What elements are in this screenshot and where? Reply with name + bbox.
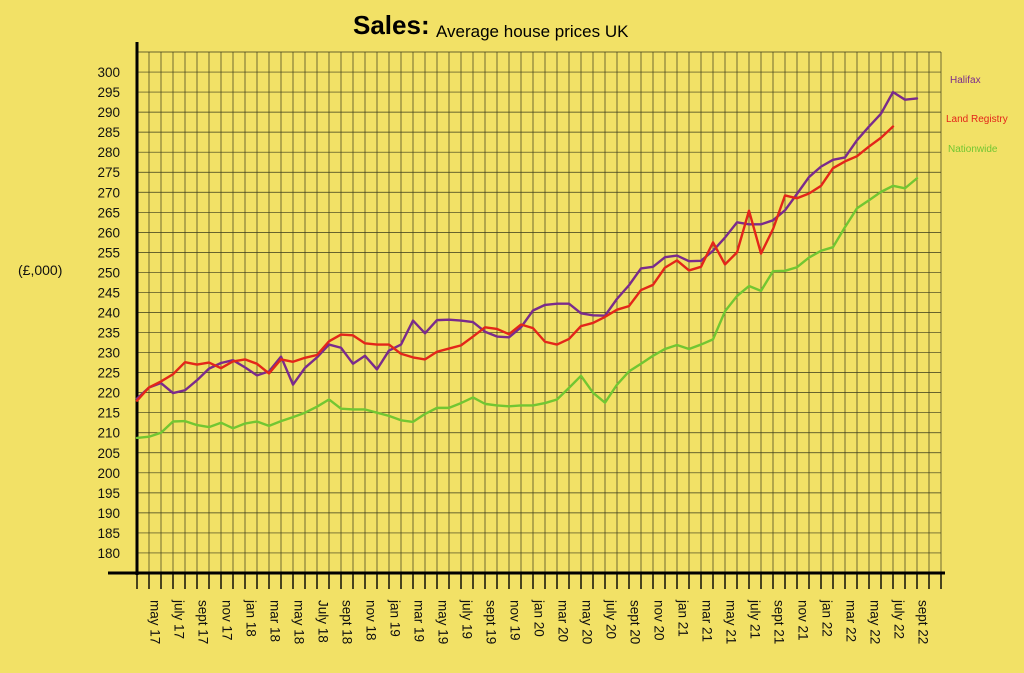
y-tick-label: 225: [97, 366, 120, 381]
y-tick-label: 270: [97, 185, 120, 200]
x-tick-label: nov 17: [219, 600, 234, 641]
y-tick-label: 195: [97, 486, 120, 501]
x-tick-label: mar 19: [411, 600, 426, 642]
y-tick-label: 220: [97, 386, 120, 401]
y-tick-label: 285: [97, 125, 120, 140]
grid: [137, 51, 942, 574]
x-tick-labels: may 17 july 17 sept 17 nov 17 jan 18 mar 18 ma…: [147, 599, 930, 644]
x-tick-label: jan 18: [243, 599, 258, 637]
y-tick-label: 245: [97, 285, 120, 300]
y-tick-label: 200: [97, 466, 120, 481]
y-tick-label: 290: [97, 105, 120, 120]
x-tick-label: sept 20: [627, 600, 642, 644]
y-tick-labels: 180 185 190 195 200 205 210 215 220 225 230 235 240 2…: [97, 65, 120, 561]
y-tick-label: 205: [97, 446, 120, 461]
legend-label-nationwide: Nationwide: [948, 144, 998, 155]
x-tick-label: mar 21: [699, 600, 714, 642]
x-tick-label: mar 22: [843, 600, 858, 642]
x-tick-label: nov 20: [651, 600, 666, 641]
x-tick-label: july 20: [603, 599, 618, 639]
x-tick-label: nov 18: [363, 600, 378, 641]
legend-label-land-registry: Land Registry: [946, 114, 1008, 125]
x-tick-label: nov 21: [795, 600, 810, 641]
x-tick-label: july 17: [171, 599, 186, 639]
y-tick-label: 235: [97, 326, 120, 341]
series-line-land-registry: [135, 125, 895, 402]
chart-subtitle: Average house prices UK: [436, 22, 629, 41]
axes: [108, 42, 945, 589]
x-tick-label: sept 19: [483, 600, 498, 644]
series-lines: [135, 90, 919, 440]
y-tick-label: 295: [97, 85, 120, 100]
x-tick-label: july 22: [891, 599, 906, 639]
y-tick-label: 260: [97, 225, 120, 240]
y-tick-label: 265: [97, 205, 120, 220]
x-tick-label: jan 21: [675, 599, 690, 637]
x-tick-label: may 20: [579, 600, 594, 644]
x-tick-label: July 18: [315, 600, 330, 643]
y-tick-label: 215: [97, 406, 120, 421]
y-axis-label: (£,000): [18, 262, 62, 278]
x-tick-label: may 18: [291, 600, 306, 644]
x-tick-label: jan 20: [531, 599, 546, 637]
x-tick-label: mar 18: [267, 600, 282, 642]
y-tick-label: 255: [97, 245, 120, 260]
x-tick-label: july 19: [459, 599, 474, 639]
legend: Halifax Land Registry Nationwide: [946, 75, 1008, 155]
y-tick-label: 230: [97, 346, 120, 361]
legend-label-halifax: Halifax: [950, 75, 981, 86]
y-tick-label: 275: [97, 165, 120, 180]
x-tick-label: may 22: [867, 600, 882, 644]
y-tick-label: 250: [97, 265, 120, 280]
x-tick-label: sept 18: [339, 600, 354, 644]
y-tick-label: 190: [97, 506, 120, 521]
x-tick-label: mar 20: [555, 600, 570, 642]
x-tick-label: jan 19: [387, 599, 402, 637]
y-tick-label: 280: [97, 145, 120, 160]
x-tick-label: may 17: [147, 600, 162, 644]
y-tick-label: 180: [97, 546, 120, 561]
x-tick-label: may 19: [435, 600, 450, 644]
x-tick-label: sept 17: [195, 600, 210, 644]
x-tick-label: nov 19: [507, 600, 522, 641]
y-tick-label: 300: [97, 65, 120, 80]
x-tick-label: jan 22: [819, 599, 834, 637]
x-tick-label: sept 22: [915, 600, 930, 644]
y-tick-label: 185: [97, 526, 120, 541]
chart-title: Sales:: [353, 10, 430, 40]
x-tick-label: sept 21: [771, 600, 786, 644]
y-tick-label: 210: [97, 426, 120, 441]
y-tick-label: 240: [97, 306, 120, 321]
x-tick-label: july 21: [747, 599, 762, 639]
x-tick-label: may 21: [723, 600, 738, 644]
series-line-nationwide: [135, 177, 919, 440]
